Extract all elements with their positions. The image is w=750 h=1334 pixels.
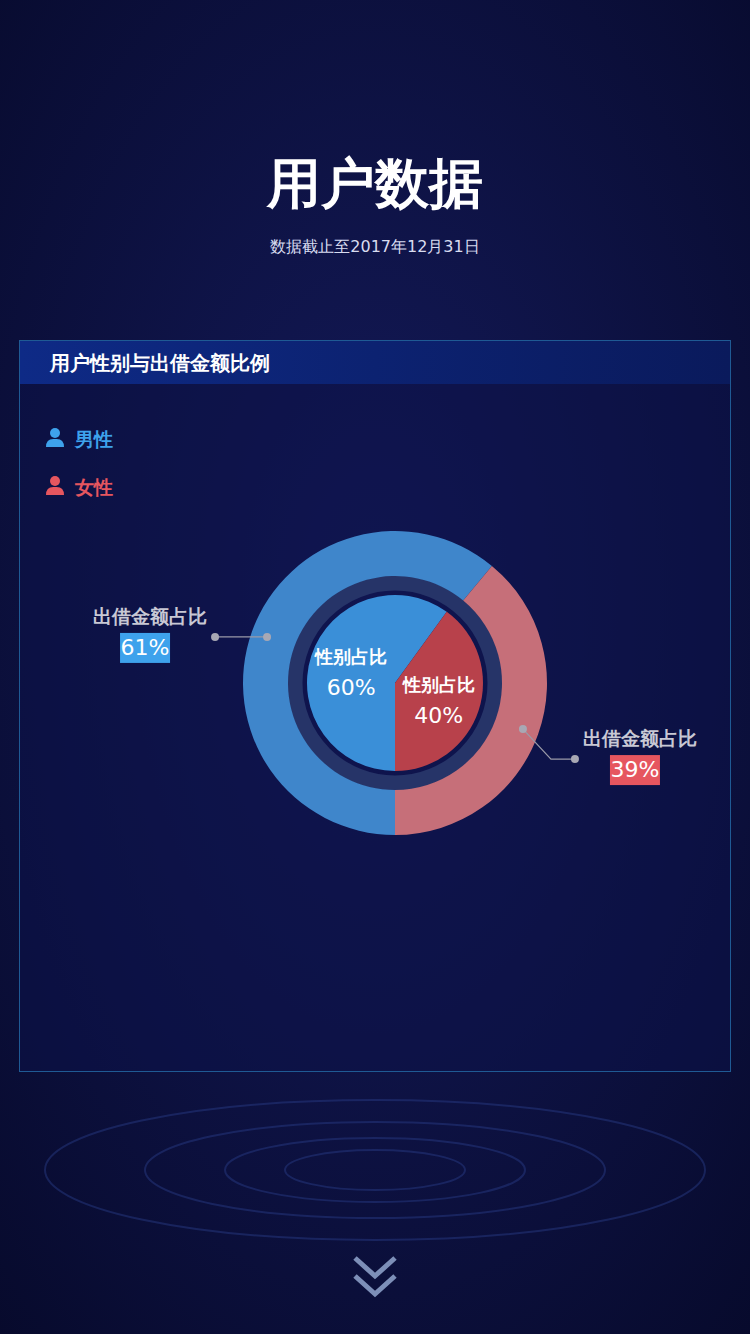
separator-ring	[295, 583, 495, 783]
decor-ring	[285, 1150, 465, 1190]
page-subtitle: 数据截止至2017年12月31日	[270, 237, 479, 256]
legend-icon-body	[46, 487, 64, 495]
outer-slice	[395, 566, 547, 835]
pie-marks	[243, 531, 547, 835]
outer-label-box	[120, 633, 170, 663]
outer-label-name: 出借金额占比	[93, 605, 207, 627]
inner-label-name: 性别占比	[314, 646, 387, 667]
decor-ring	[225, 1138, 525, 1202]
leader-dot	[211, 633, 219, 641]
background	[0, 0, 750, 1334]
inner-label-value: 40%	[414, 703, 463, 728]
outer-label-box	[610, 755, 660, 785]
leader-line	[215, 636, 267, 637]
leader-dot	[263, 633, 271, 641]
outer-label-name: 出借金额占比	[583, 727, 697, 749]
outer-label-value: 39%	[611, 757, 660, 782]
panel-header	[20, 341, 730, 384]
legend-label: 男性	[74, 428, 113, 450]
inner-slice	[395, 612, 483, 771]
chart-title: 用户性别与出借金额比例	[49, 351, 270, 375]
inner-label-name: 性别占比	[402, 674, 475, 695]
leader-dot	[519, 725, 527, 733]
inner-label-value: 60%	[327, 675, 376, 700]
scroll-chevron[interactable]	[355, 1276, 395, 1294]
legend-icon	[46, 428, 64, 447]
outer-label-value: 61%	[121, 635, 170, 660]
decoration	[45, 1100, 705, 1294]
leader-dot	[571, 755, 579, 763]
scroll-chevron[interactable]	[355, 1258, 395, 1276]
leader-line	[523, 729, 575, 759]
page-title: 用户数据	[266, 152, 483, 215]
legend-icon-head	[50, 428, 60, 438]
decor-ring	[45, 1100, 705, 1240]
pie-chart: 性别占比 60% 性别占比 40% 出借金额占比 61% 出借金额占比 39%	[93, 531, 697, 835]
decor-ring	[145, 1122, 605, 1218]
legend-icon	[46, 476, 64, 495]
legend-icon-body	[46, 439, 64, 447]
legend-label: 女性	[74, 476, 113, 498]
page: 用户数据数据截止至2017年12月31日用户性别与出借金额比例男性女性性别占比 6…	[0, 0, 750, 1334]
panel	[20, 341, 731, 1072]
legend-icon-head	[50, 476, 60, 486]
pie-labels: 性别占比 60% 性别占比 40% 出借金额占比 61% 出借金额占比 39%	[93, 605, 697, 785]
legend: 男性女性	[46, 428, 113, 498]
